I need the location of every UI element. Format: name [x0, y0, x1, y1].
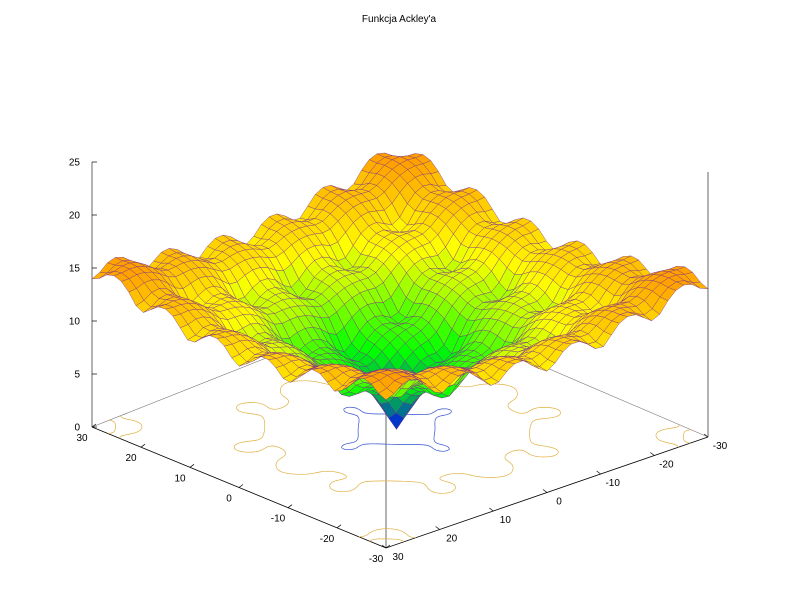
x-tick	[91, 423, 97, 428]
x-tick-label: -20	[320, 534, 335, 545]
y-tick	[489, 507, 494, 512]
y-tick-label: -10	[605, 478, 620, 489]
y-tick-label: -30	[713, 441, 728, 452]
y-tick	[542, 489, 548, 493]
y-tick	[435, 526, 440, 530]
y-tick-label: 20	[446, 534, 458, 545]
x-tick-label: -10	[271, 514, 286, 525]
y-tick-label: 0	[556, 497, 562, 508]
x-tick-label: 20	[125, 453, 137, 464]
x-tick-label: 0	[226, 494, 232, 505]
x-tick	[238, 484, 244, 488]
z-tick-label: 0	[74, 423, 80, 434]
surface-mesh	[91, 152, 709, 430]
y-tick	[381, 544, 387, 549]
z-tick-label: 25	[69, 158, 81, 169]
x-tick	[336, 524, 342, 529]
axes: 0 5 10 15 20 25 30 20 10 0 -10 -20 -30 30 20 10 0 -10 -20 -…	[69, 158, 728, 566]
z-tick-label: 20	[69, 211, 81, 222]
x-tick	[287, 504, 293, 508]
y-tick-label: 30	[392, 552, 404, 563]
x-tick-label: 30	[76, 433, 88, 444]
contour-level-5	[341, 406, 452, 452]
y-tick	[596, 470, 601, 475]
x-tick	[140, 443, 146, 448]
y-tick	[703, 433, 709, 438]
x-tick-label: -30	[369, 554, 384, 565]
z-tick-label: 15	[69, 264, 81, 275]
z-tick-label: 5	[74, 370, 80, 381]
x-tick	[385, 544, 391, 549]
x-tick-label: 10	[174, 473, 186, 484]
y-tick-label: -20	[659, 460, 674, 471]
chart-title: Funkcja Ackley'a	[362, 14, 437, 25]
surface-facet	[378, 388, 395, 401]
z-tick-label: 10	[69, 317, 81, 328]
x-tick	[189, 464, 195, 468]
y-tick	[650, 452, 655, 456]
y-tick-label: 10	[500, 515, 512, 526]
